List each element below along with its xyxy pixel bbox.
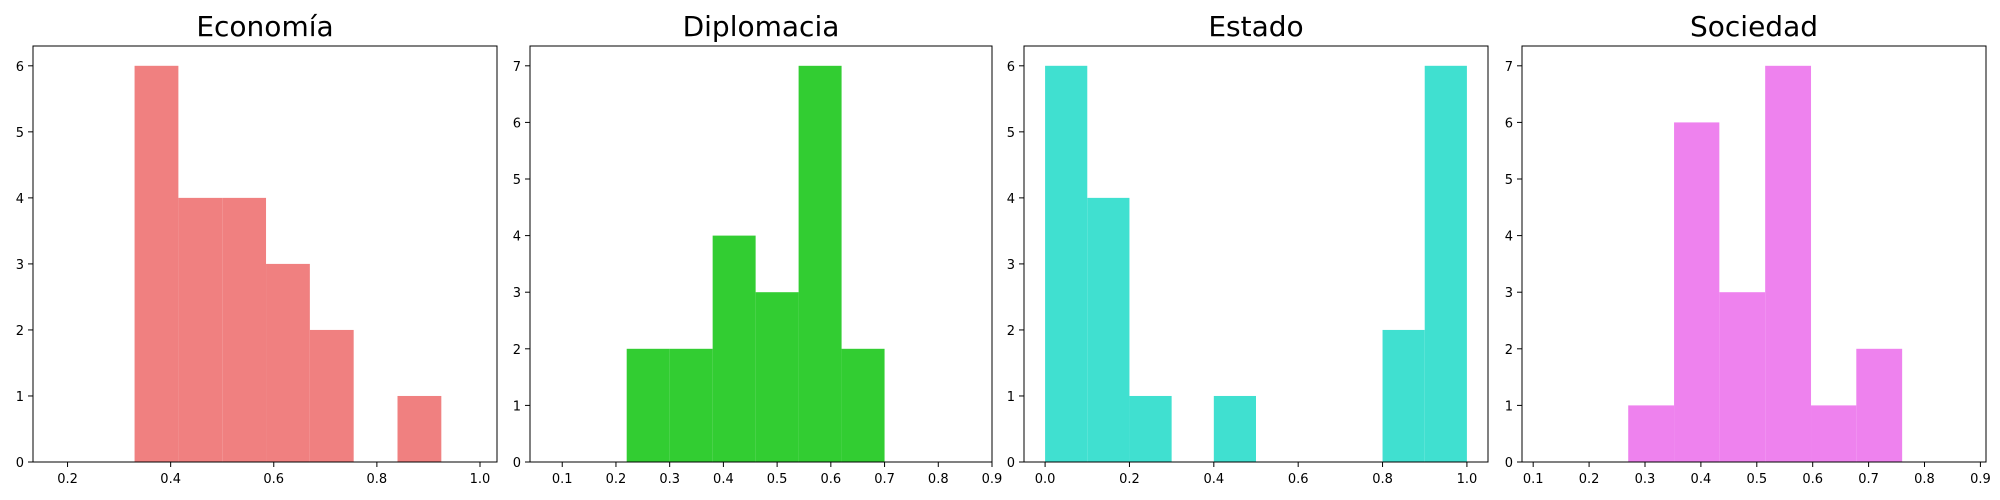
x-tick-label: 0.6 <box>263 472 284 487</box>
y-tick-label: 6 <box>513 116 521 131</box>
y-tick-label: 3 <box>513 286 521 301</box>
x-tick-label: 0.8 <box>367 472 388 487</box>
x-tick-label: 0.8 <box>1914 472 1935 487</box>
x-tick-label: 0.2 <box>57 472 78 487</box>
histogram-bar <box>1674 122 1720 462</box>
x-tick-label: 0.9 <box>1970 472 1991 487</box>
x-tick-label: 0.7 <box>874 472 895 487</box>
axes-frame <box>1023 45 1489 463</box>
y-tick-label: 2 <box>1505 343 1513 358</box>
y-tick-label: 1 <box>513 399 521 414</box>
panel-title: Sociedad <box>1690 10 1818 43</box>
y-tick-label: 5 <box>513 173 521 188</box>
y-tick-label: 1 <box>16 390 24 405</box>
histogram-panel-4: 0.1 0.2 0.3 0.4 0.5 0.6 0.7 0.8 0.9 0 1 2 3 4 5 6 7 Socie… <box>1505 10 1991 487</box>
histogram-bar <box>1719 292 1766 462</box>
x-tick-label: 1.0 <box>1457 472 1478 487</box>
panel-title: Estado <box>1208 10 1303 43</box>
axes-frame <box>1521 45 1987 463</box>
histogram-panel-1: 0.2 0.4 0.6 0.8 1.0 0 1 2 3 4 5 6 Economía <box>16 10 498 487</box>
histogram-bar <box>1382 329 1425 462</box>
x-tick-label: 0.3 <box>1635 472 1656 487</box>
x-tick-label: 0.2 <box>1579 472 1600 487</box>
x-tick-label: 0.4 <box>713 472 734 487</box>
x-tick-label: 0.3 <box>659 472 680 487</box>
histogram-bar <box>397 395 442 462</box>
histogram-bar <box>669 348 713 462</box>
y-tick-label: 1 <box>1007 390 1015 405</box>
histogram-bar <box>626 348 670 462</box>
histogram-bar <box>1045 65 1088 463</box>
histogram-panel-2: 0.1 0.2 0.3 0.4 0.5 0.6 0.7 0.8 0.9 0 1 2 3 4 5 6 7 Diplo… <box>513 10 1003 487</box>
histogram-bar <box>755 292 799 462</box>
histogram-bar <box>1129 395 1172 462</box>
panel-title: Economía <box>196 10 333 43</box>
x-tick-label: 0.7 <box>1858 472 1879 487</box>
y-tick-label: 2 <box>1007 324 1015 339</box>
histogram-bar <box>1628 405 1675 462</box>
y-tick-label: 0 <box>16 456 24 471</box>
histogram-bar <box>1811 405 1857 462</box>
y-tick-label: 0 <box>1505 456 1513 471</box>
y-tick-label: 7 <box>1505 60 1513 75</box>
x-tick-label: 0.5 <box>1746 472 1767 487</box>
histogram-bar <box>222 197 267 462</box>
y-tick-label: 6 <box>16 60 24 75</box>
y-tick-label: 6 <box>1505 116 1513 131</box>
y-tick-label: 0 <box>513 456 521 471</box>
axes-frame <box>529 45 993 463</box>
histogram-bar <box>1856 348 1903 462</box>
x-tick-label: 0.4 <box>160 472 181 487</box>
y-tick-label: 5 <box>1007 126 1015 141</box>
x-tick-label: 0.8 <box>928 472 949 487</box>
y-tick-label: 3 <box>16 258 24 273</box>
y-tick-label: 7 <box>513 60 521 75</box>
y-tick-label: 2 <box>513 343 521 358</box>
x-tick-label: 0.5 <box>767 472 788 487</box>
y-tick-label: 5 <box>1505 173 1513 188</box>
panel-title: Diplomacia <box>683 10 840 43</box>
axes-frame <box>32 45 498 463</box>
y-tick-label: 1 <box>1505 399 1513 414</box>
histogram-bar <box>841 348 885 462</box>
histogram-bar <box>798 65 842 463</box>
histogram-bar <box>178 197 223 462</box>
y-tick-label: 3 <box>1007 258 1015 273</box>
histogram-bar <box>266 263 310 462</box>
x-tick-label: 0.1 <box>1523 472 1544 487</box>
x-tick-label: 0.9 <box>982 472 1003 487</box>
x-tick-label: 0.4 <box>1691 472 1712 487</box>
histogram-bar <box>1424 65 1467 463</box>
x-tick-label: 0.2 <box>1119 472 1140 487</box>
y-tick-label: 5 <box>16 126 24 141</box>
y-tick-label: 4 <box>1007 192 1015 207</box>
histogram-bar <box>1087 197 1130 462</box>
y-tick-label: 6 <box>1007 60 1015 75</box>
histogram-bar <box>1765 65 1812 463</box>
y-tick-label: 0 <box>1007 456 1015 471</box>
y-tick-label: 4 <box>16 192 24 207</box>
y-tick-label: 4 <box>1505 230 1513 245</box>
y-tick-label: 4 <box>513 230 521 245</box>
x-tick-label: 0.4 <box>1203 472 1224 487</box>
y-tick-label: 2 <box>16 324 24 339</box>
y-tick-label: 3 <box>1505 286 1513 301</box>
x-tick-label: 0.2 <box>606 472 627 487</box>
histogram-bar <box>309 329 354 462</box>
x-tick-label: 0.0 <box>1035 472 1056 487</box>
x-tick-label: 1.0 <box>470 472 491 487</box>
x-tick-label: 0.6 <box>820 472 841 487</box>
x-tick-label: 0.1 <box>552 472 573 487</box>
x-tick-label: 0.6 <box>1802 472 1823 487</box>
histogram-bar <box>1213 395 1256 462</box>
x-tick-label: 0.6 <box>1288 472 1309 487</box>
histogram-bar <box>712 235 756 462</box>
histogram-bar <box>134 65 179 463</box>
x-tick-label: 0.8 <box>1372 472 1393 487</box>
histogram-panel-3: 0.0 0.2 0.4 0.6 0.8 1.0 0 1 2 3 4 5 6 Estado <box>1007 10 1489 487</box>
